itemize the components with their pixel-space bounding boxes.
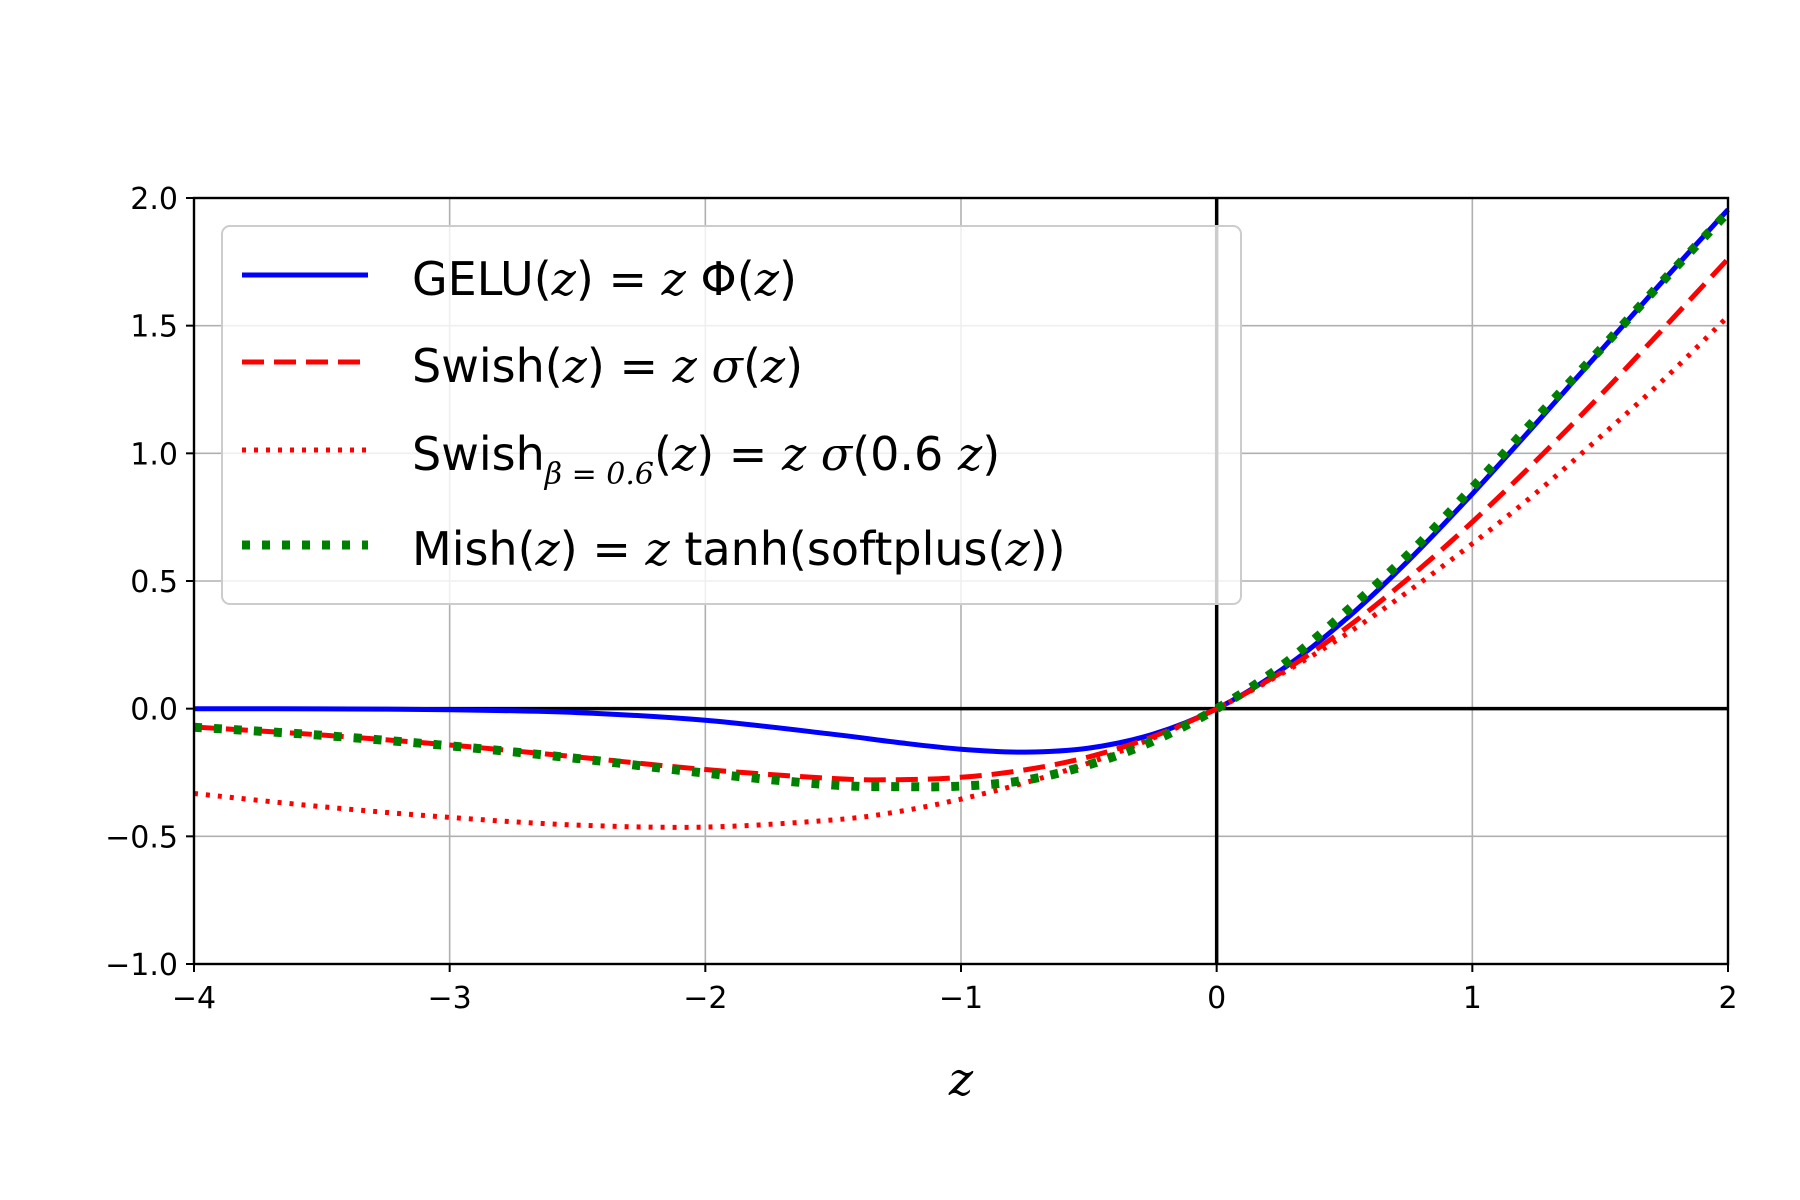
- legend-label-gelu: GELU(z) = z Φ(z): [412, 252, 797, 306]
- series-swish: [193, 257, 1730, 783]
- y-tick-label: 1.5: [130, 310, 178, 345]
- y-tick-label: 0.0: [130, 693, 178, 728]
- legend: GELU(z) = z Φ(z) Swish(z) = z σ(z) Swish…: [221, 225, 1242, 605]
- x-tick-label: −4: [172, 981, 216, 1016]
- x-axis-title: z: [948, 1052, 974, 1106]
- y-tick-label: 2.0: [130, 182, 178, 217]
- series-lines: [193, 207, 1732, 830]
- x-tick-label: −1: [939, 981, 983, 1016]
- y-tick-label: −0.5: [105, 820, 178, 855]
- x-tick-label: −2: [683, 981, 727, 1016]
- y-tick-label: 0.5: [130, 565, 178, 600]
- legend-label-mish: Mish(z) = z tanh(softplus(z)): [412, 522, 1066, 576]
- ticks: −4 −3 −2 −1 0 1 2 −1.0 −0.5 0.0 0.5 1.0 1.5 2.0: [105, 182, 1737, 1016]
- x-tick-label: −3: [428, 981, 472, 1016]
- x-tick-label: 1: [1463, 981, 1482, 1016]
- y-tick-label: 1.0: [130, 437, 178, 472]
- x-tick-label: 0: [1207, 981, 1226, 1016]
- series-mish: [193, 209, 1732, 792]
- legend-box: [221, 225, 1242, 605]
- series-gelu: [193, 207, 1730, 755]
- x-tick-label: 2: [1718, 981, 1737, 1016]
- legend-label-swish-beta: Swishβ = 0.6(z) = z σ(0.6 z): [412, 427, 1000, 492]
- legend-label-swish: Swish(z) = z σ(z): [412, 339, 803, 393]
- y-tick-label: −1.0: [105, 948, 178, 983]
